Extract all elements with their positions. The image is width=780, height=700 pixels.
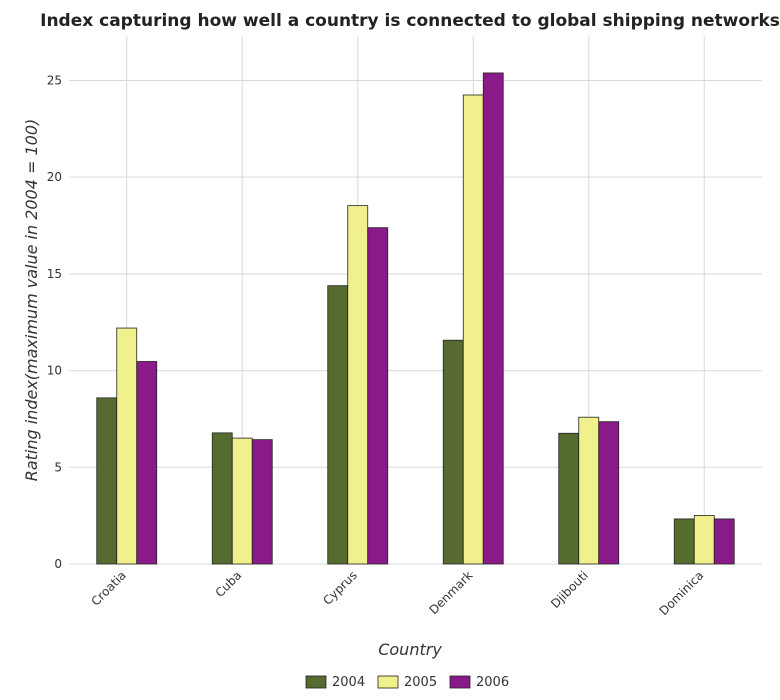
- bar-cuba-2004: [211, 432, 233, 565]
- legend-swatch-2006: [449, 675, 471, 689]
- bar-djibouti-2005: [578, 416, 600, 565]
- y-tick-label: 0: [54, 557, 62, 571]
- bar-djibouti-2006: [598, 421, 620, 565]
- x-axis-ticks: Croatia Cuba Cyprus Denmark Djibouti Dominica: [88, 568, 706, 618]
- x-tick-label: Djibouti: [548, 568, 591, 611]
- bar-djibouti-2004: [558, 432, 580, 565]
- legend-label: 2006: [476, 675, 509, 690]
- bar-denmark-2004: [442, 339, 464, 565]
- bar-dominica-2006: [713, 518, 735, 565]
- x-tick-label: Cuba: [213, 568, 245, 600]
- x-tick-label: Croatia: [88, 568, 128, 608]
- y-tick-label: 10: [47, 364, 62, 378]
- bar-denmark-2005: [462, 94, 484, 565]
- x-tick-label: Cyprus: [320, 568, 360, 608]
- legend: 2004 2005 2006: [305, 675, 509, 690]
- y-tick-label: 20: [47, 170, 62, 184]
- y-axis-label: Rating index(maximum value in 2004 = 100…: [22, 119, 41, 482]
- bar-denmark-2006: [482, 72, 504, 565]
- x-tick-label: Dominica: [657, 568, 707, 618]
- y-tick-label: 15: [47, 267, 62, 281]
- bar-cyprus-2005: [347, 205, 369, 565]
- y-tick-label: 25: [47, 73, 62, 87]
- bar-cuba-2005: [231, 437, 253, 565]
- y-axis-ticks: 0 5 10 15 20 25: [47, 73, 62, 571]
- y-tick-label: 5: [54, 460, 62, 474]
- bar-cyprus-2004: [327, 285, 349, 565]
- bar-croatia-2004: [96, 397, 118, 565]
- chart-title: Index capturing how well a country is co…: [40, 11, 780, 31]
- x-axis-label: Country: [378, 640, 442, 659]
- legend-label: 2004: [332, 675, 365, 690]
- legend-swatch-2005: [377, 675, 399, 689]
- legend-swatch-2004: [305, 675, 327, 689]
- bar-dominica-2005: [693, 515, 715, 565]
- bar-cyprus-2006: [367, 227, 389, 565]
- bar-dominica-2004: [673, 518, 695, 565]
- bar-croatia-2006: [136, 361, 158, 565]
- bars: [96, 72, 735, 565]
- bar-croatia-2005: [116, 327, 138, 565]
- x-tick-label: Denmark: [426, 568, 475, 617]
- legend-label: 2005: [404, 675, 437, 690]
- bar-cuba-2006: [251, 439, 273, 565]
- grid: [69, 36, 762, 565]
